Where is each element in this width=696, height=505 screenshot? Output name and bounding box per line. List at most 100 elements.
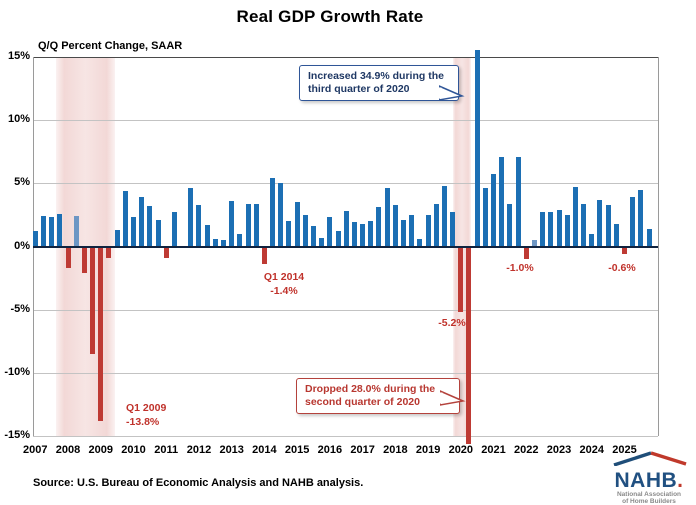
y-tick-label: -15% xyxy=(4,429,30,441)
bar-2018-Q3 xyxy=(409,214,415,247)
bar-2024-Q4 xyxy=(613,223,619,247)
nahb-logo-name: NAHB xyxy=(614,469,678,492)
x-tick-label: 2008 xyxy=(55,444,81,456)
x-tick-label: 2017 xyxy=(350,444,375,456)
bar-2014-Q3 xyxy=(278,183,284,247)
bar-2008-Q4 xyxy=(90,246,96,354)
bar-2013-Q4 xyxy=(253,203,259,247)
callout-tail-increase xyxy=(439,85,465,101)
bar-2019-Q4 xyxy=(450,212,456,247)
zero-axis-line xyxy=(33,245,658,248)
x-tick-label: 2023 xyxy=(546,444,572,456)
x-tick-label: 2022 xyxy=(514,444,539,456)
label-q1-2014-line2: -1.4% xyxy=(270,285,298,297)
gridline xyxy=(33,310,658,311)
y-tick-label: -5% xyxy=(10,302,30,315)
gridline xyxy=(33,183,658,184)
bar-2007-Q3 xyxy=(49,217,55,247)
bar-2010-Q1 xyxy=(130,217,136,247)
x-tick-label: 2020 xyxy=(448,444,474,456)
bar-2024-Q2 xyxy=(597,199,603,247)
bar-2020-Q1 xyxy=(458,246,464,313)
bar-2018-Q2 xyxy=(401,219,407,247)
bar-2009-Q4 xyxy=(122,190,128,247)
bar-2012-Q3 xyxy=(212,238,218,247)
bar-2023-Q1 xyxy=(556,209,562,247)
nahb-logo: NAHB. National Association of Home Build… xyxy=(606,449,692,505)
label-neg-0-6: -0.6% xyxy=(608,262,636,274)
bar-2025-Q1 xyxy=(621,246,627,255)
bar-2022-Q1 xyxy=(523,246,529,260)
bar-2023-Q2 xyxy=(564,214,570,247)
bar-2015-Q2 xyxy=(302,214,308,247)
x-tick-label: 2015 xyxy=(284,444,310,456)
bar-2015-Q4 xyxy=(319,237,325,247)
x-tick-label: 2007 xyxy=(23,444,48,456)
bar-2008-Q2 xyxy=(73,216,79,247)
bar-2017-Q4 xyxy=(384,188,390,247)
label-q1-2014: Q1 2014 -1.4% xyxy=(258,270,310,298)
label-neg-5-2: -5.2% xyxy=(438,317,466,329)
x-tick-label: 2019 xyxy=(415,444,441,456)
bar-2023-Q3 xyxy=(572,187,578,247)
source-note: Source: U.S. Bureau of Economic Analysis… xyxy=(33,477,364,489)
bar-2010-Q3 xyxy=(147,206,153,247)
bar-2022-Q2 xyxy=(531,240,537,247)
bar-2016-Q4 xyxy=(351,222,357,247)
bar-2011-Q4 xyxy=(188,188,194,247)
x-tick-label: 2021 xyxy=(481,444,506,456)
bar-2012-Q4 xyxy=(221,240,226,247)
bar-2014-Q1 xyxy=(261,246,267,265)
bar-2016-Q2 xyxy=(335,231,341,247)
chart-title: Real GDP Growth Rate xyxy=(236,7,424,26)
bar-2014-Q2 xyxy=(270,178,276,247)
bar-2021-Q1 xyxy=(491,174,497,247)
plot-frame-top xyxy=(33,57,658,58)
bar-2020-Q4 xyxy=(482,188,488,247)
bar-2011-Q1 xyxy=(163,246,169,258)
bar-2022-Q4 xyxy=(548,212,554,247)
bar-2015-Q1 xyxy=(294,202,300,247)
callout-drop-2020q2: Dropped 28.0% during the second quarter … xyxy=(296,378,460,414)
x-tick-label: 2016 xyxy=(317,444,343,456)
bar-2020-Q2 xyxy=(466,246,472,444)
bar-2013-Q3 xyxy=(245,203,251,247)
bar-2013-Q1 xyxy=(229,201,235,247)
x-tick-label: 2013 xyxy=(219,444,244,456)
nahb-logo-sub1: National Association xyxy=(616,491,682,498)
bar-2009-Q3 xyxy=(114,230,120,247)
y-tick-label: 0% xyxy=(14,239,30,252)
y-tick-label: 10% xyxy=(7,113,30,126)
bar-2024-Q1 xyxy=(589,233,595,247)
y-tick-label: 15% xyxy=(7,50,30,62)
x-tick-label: 2009 xyxy=(88,444,113,456)
bar-2008-Q3 xyxy=(81,246,87,274)
nahb-logo-text: NAHB. xyxy=(606,469,692,492)
bar-2021-Q4 xyxy=(515,156,521,247)
bar-2022-Q3 xyxy=(540,212,546,247)
callout-tail-drop xyxy=(440,390,466,406)
callout-increase-line1: Increased 34.9% during the xyxy=(308,70,444,82)
x-tick-label: 2011 xyxy=(154,444,179,456)
callout-increase-line2: third quarter of 2020 xyxy=(308,83,410,95)
callout-drop-line2: second quarter of 2020 xyxy=(305,396,420,408)
bar-2019-Q3 xyxy=(441,185,447,247)
bar-2025-Q2 xyxy=(630,197,636,247)
bar-2021-Q3 xyxy=(507,203,513,247)
x-tick-label: 2010 xyxy=(121,444,146,456)
bar-2023-Q4 xyxy=(581,203,587,247)
bar-2024-Q3 xyxy=(605,204,611,247)
bar-2011-Q2 xyxy=(171,212,177,247)
x-tick-label: 2025 xyxy=(612,444,637,456)
bar-2007-Q2 xyxy=(40,216,46,247)
bar-2019-Q2 xyxy=(433,203,439,247)
bar-2012-Q1 xyxy=(196,204,202,247)
bar-2017-Q2 xyxy=(368,221,374,247)
plot-frame-right xyxy=(658,57,659,436)
bar-2015-Q3 xyxy=(311,226,317,247)
bar-2017-Q3 xyxy=(376,207,382,247)
bar-2010-Q2 xyxy=(139,197,145,247)
bar-2012-Q2 xyxy=(204,225,210,247)
